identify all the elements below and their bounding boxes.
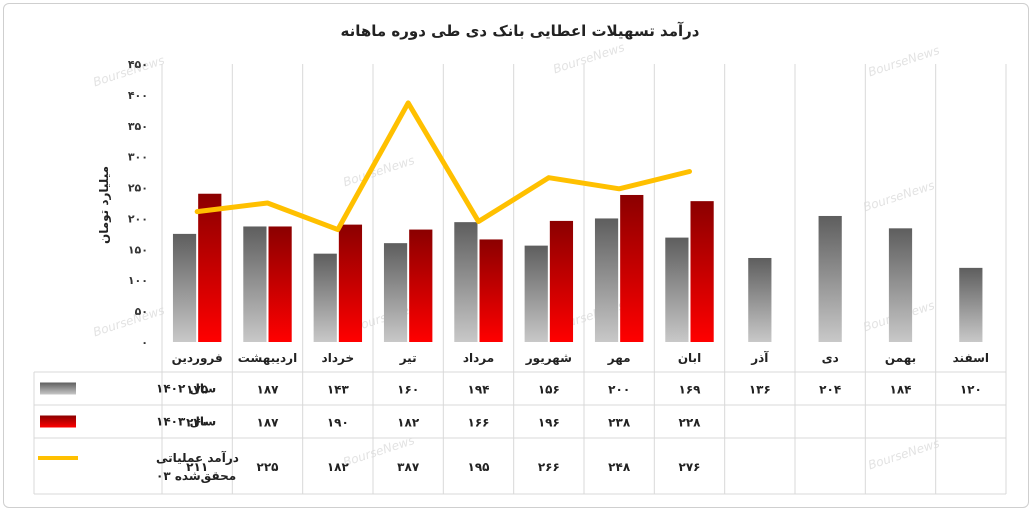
y-tick-label: ۲۰۰ (128, 212, 148, 225)
data-label: ۲۲۸ (679, 416, 702, 430)
watermark-text: BourseNews (91, 303, 166, 339)
line-series-revenue (194, 100, 692, 233)
y-tick-label: ۵۰ (135, 305, 148, 318)
category-label: مرداد (463, 351, 494, 365)
bar-1402 (243, 226, 267, 342)
bar-1403 (690, 201, 714, 342)
bar-1402 (959, 267, 983, 342)
data-label: ۱۸۷ (257, 416, 280, 430)
data-label: ۱۶۹ (679, 383, 702, 397)
bar-1403 (338, 224, 363, 342)
bar-1403 (198, 193, 222, 342)
y-axis-label: میلیارد تومان (97, 166, 112, 244)
watermark-text: BourseNews (551, 40, 626, 76)
data-label: ۱۶۰ (397, 383, 419, 397)
bar-1403 (409, 229, 433, 342)
data-label: ۲۴۰ (186, 416, 208, 430)
data-label: ۱۴۳ (327, 383, 350, 397)
data-label: ۱۸۲ (327, 460, 350, 474)
data-label: ۱۸۴ (890, 383, 912, 397)
data-label: ۲۰۴ (819, 383, 841, 397)
data-label: ۱۹۰ (327, 416, 349, 430)
y-tick-label: ۱۰۰ (128, 274, 148, 287)
bar-1402 (665, 237, 689, 342)
category-label: خرداد (322, 351, 355, 365)
data-label: ۲۶۶ (538, 460, 560, 474)
legend-key-bar (40, 382, 76, 395)
y-tick-label: ۲۵۰ (128, 182, 148, 195)
bar-1403 (549, 220, 574, 342)
data-label: ۲۷۶ (679, 460, 701, 474)
category-label: شهریور (525, 351, 572, 366)
data-label: ۱۸۲ (397, 416, 420, 430)
y-tick-label: ۳۰۰ (128, 151, 148, 164)
data-label: ۱۸۷ (257, 383, 280, 397)
legend-label: سال ۱۴۰۳ (156, 415, 216, 429)
y-tick-label: ۱۵۰ (128, 243, 148, 256)
bar-1402 (594, 218, 619, 342)
bar-1402 (818, 215, 842, 342)
bar-1402 (524, 245, 548, 342)
category-label: اسفند (953, 351, 989, 365)
bar-1402 (313, 253, 337, 342)
data-label: ۲۱۱ (186, 460, 208, 474)
category-label: دی (822, 351, 839, 365)
category-label: مهر (607, 351, 631, 365)
category-label: تیر (399, 351, 417, 365)
bar-1402 (172, 233, 197, 342)
y-tick-label: ۴۵۰ (128, 58, 148, 71)
data-label: ۲۴۸ (608, 460, 631, 474)
data-label: ۱۳۶ (749, 383, 771, 397)
category-label: بهمن (885, 351, 916, 365)
data-label: ۲۳۸ (608, 416, 631, 430)
data-label: ۱۷۵ (186, 383, 208, 397)
legend-label: سال ۱۴۰۲ (156, 382, 216, 396)
bar-1402 (888, 228, 913, 342)
bar-1403 (479, 239, 503, 342)
bar-1402 (748, 257, 772, 342)
watermark-text: BourseNews (861, 178, 936, 214)
data-label: ۱۹۵ (468, 460, 490, 474)
y-tick-label: ۰ (141, 336, 148, 349)
data-label: ۲۰۰ (608, 383, 630, 397)
y-tick-label: ۴۰۰ (128, 89, 148, 102)
legend-label: درآمد عملیاتی (156, 450, 239, 465)
chart-title: درآمد تسهیلات اعطایی بانک دی طی دوره ماه… (340, 22, 699, 40)
legend-key-bar (40, 415, 76, 428)
watermark-text: BourseNews (866, 436, 941, 472)
category-label: اردیبهشت (238, 351, 297, 365)
data-label: ۱۶۶ (468, 416, 490, 430)
category-label: آذر (750, 350, 769, 365)
category-label: فروردین (172, 351, 223, 366)
data-label: ۱۹۴ (468, 383, 490, 397)
category-label: ابان (678, 351, 701, 365)
data-label: ۱۵۶ (538, 383, 560, 397)
bar-1403 (268, 226, 292, 342)
bar-1402 (454, 222, 478, 342)
data-label: ۱۲۰ (960, 383, 982, 397)
watermark-text: BourseNews (866, 43, 941, 79)
data-label: ۱۹۶ (538, 416, 560, 430)
bar-1402 (383, 243, 408, 342)
y-tick-label: ۳۵۰ (128, 120, 148, 133)
data-label: ۳۸۷ (397, 460, 420, 474)
data-label: ۲۲۵ (257, 460, 279, 474)
bar-1403 (620, 194, 644, 342)
legend-label: محقق‌شده ۰۳ (156, 469, 236, 483)
